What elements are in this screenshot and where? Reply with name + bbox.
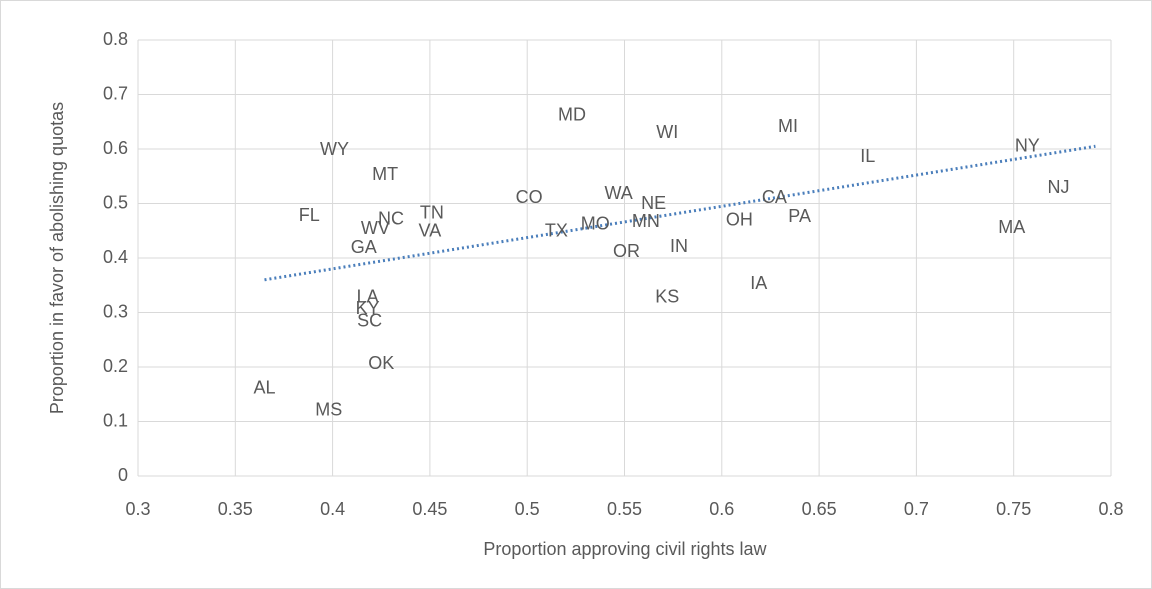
x-tick-label: 0.75 [996, 499, 1031, 519]
y-tick-label: 0.2 [103, 356, 128, 376]
point-label: MO [581, 214, 610, 234]
y-tick-label: 0 [118, 465, 128, 485]
point-label: LA [357, 287, 379, 307]
x-tick-label: 0.4 [320, 499, 345, 519]
point-label: GA [351, 237, 377, 257]
point-label: PA [788, 206, 811, 226]
point-label: FL [299, 205, 320, 225]
point-label: NJ [1047, 177, 1069, 197]
point-label: MA [998, 217, 1025, 237]
point-label: IL [860, 146, 875, 166]
point-label: VA [419, 221, 442, 241]
x-tick-label: 0.5 [515, 499, 540, 519]
point-label: TX [545, 221, 568, 241]
point-label: WV [361, 218, 390, 238]
point-label: SC [357, 311, 382, 331]
point-label: MS [315, 399, 342, 419]
y-tick-label: 0.3 [103, 301, 128, 321]
point-label: WY [320, 139, 349, 159]
point-label: CA [762, 187, 787, 207]
point-label: IA [750, 273, 767, 293]
point-label: OR [613, 241, 640, 261]
point-label: NY [1015, 136, 1040, 156]
y-tick-label: 0.7 [103, 83, 128, 103]
x-axis-title: Proportion approving civil rights law [483, 539, 767, 559]
x-tick-label: 0.45 [412, 499, 447, 519]
point-label: OK [368, 353, 394, 373]
point-label: IN [670, 236, 688, 256]
y-axis-title: Proportion in favor of abolishing quotas [47, 102, 67, 414]
point-label: NE [641, 193, 666, 213]
y-tick-label: 0.5 [103, 192, 128, 212]
x-tick-label: 0.55 [607, 499, 642, 519]
point-label: MI [778, 116, 798, 136]
point-label: KY [356, 298, 380, 318]
point-label: OH [726, 210, 753, 230]
point-label: AL [253, 378, 275, 398]
x-tick-label: 0.35 [218, 499, 253, 519]
y-tick-label: 0.6 [103, 138, 128, 158]
x-tick-label: 0.7 [904, 499, 929, 519]
point-label: WI [656, 122, 678, 142]
point-label: MD [558, 105, 586, 125]
point-label: CO [516, 187, 543, 207]
x-tick-label: 0.6 [709, 499, 734, 519]
point-label: MT [372, 164, 398, 184]
x-tick-label: 0.3 [125, 499, 150, 519]
y-tick-label: 0.1 [103, 410, 128, 430]
point-label: MN [632, 211, 660, 231]
point-label: KS [655, 287, 679, 307]
y-tick-label: 0.8 [103, 29, 128, 49]
y-tick-label: 0.4 [103, 247, 128, 267]
point-label: TN [420, 203, 444, 223]
x-tick-label: 0.8 [1098, 499, 1123, 519]
trendline [264, 144, 1096, 282]
point-label: NC [378, 209, 404, 229]
x-tick-label: 0.65 [802, 499, 837, 519]
point-label: WA [604, 183, 632, 203]
